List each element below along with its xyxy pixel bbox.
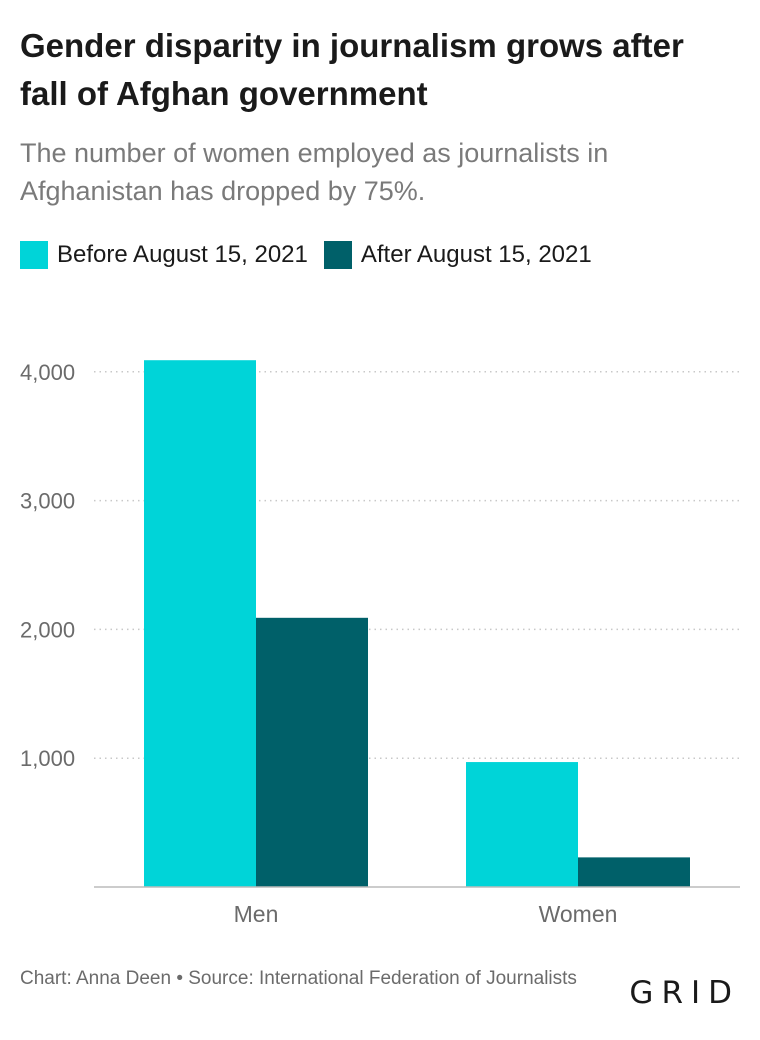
- brand-logo: GRID: [629, 975, 740, 1011]
- x-tick-label: Women: [539, 901, 618, 927]
- bar-women-before: [466, 762, 578, 887]
- chart-subtitle: The number of women employed as journali…: [20, 138, 609, 206]
- y-tick-label: 4,000: [20, 360, 75, 385]
- chart-credit: Chart: Anna Deen • Source: International…: [20, 968, 577, 989]
- bar-chart: 1,000 2,000 3,000 4,000 Men Women: [20, 360, 740, 927]
- bar-women-after: [578, 857, 690, 887]
- y-tick-label: 2,000: [20, 617, 75, 642]
- legend: Before August 15, 2021 After August 15, …: [20, 241, 608, 269]
- legend-item-before: Before August 15, 2021: [20, 241, 308, 269]
- legend-label-after: After August 15, 2021: [360, 241, 592, 268]
- legend-swatch-before: [20, 241, 48, 269]
- bars: [144, 360, 690, 887]
- legend-swatch-after: [323, 241, 352, 269]
- x-tick-label: Men: [234, 901, 279, 927]
- axes: 1,000 2,000 3,000 4,000 Men Women: [20, 360, 740, 927]
- y-tick-label: 3,000: [20, 489, 75, 514]
- y-tick-label: 1,000: [20, 746, 75, 771]
- bar-men-before: [144, 360, 256, 887]
- legend-label-before: Before August 15, 2021: [57, 241, 308, 268]
- bar-men-after: [256, 617, 368, 887]
- chart-title: Gender disparity in journalism grows aft…: [20, 27, 684, 112]
- legend-item-after: After August 15, 2021: [323, 241, 592, 269]
